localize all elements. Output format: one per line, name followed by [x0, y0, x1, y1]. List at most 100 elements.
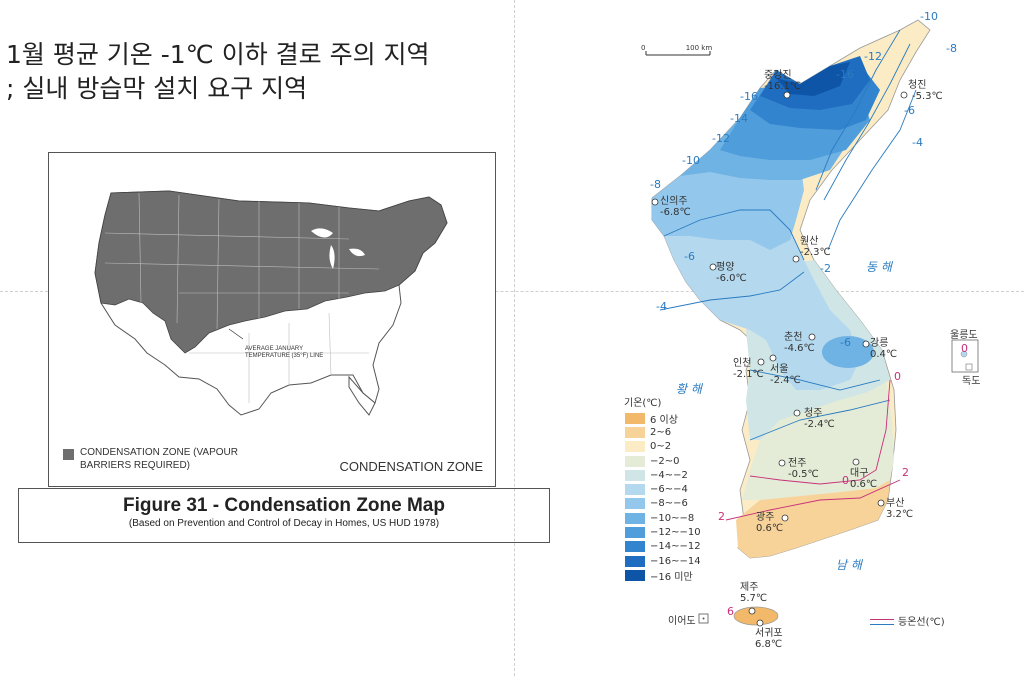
- legend-item: −2~0: [624, 454, 734, 468]
- heading-line-1: 1월 평균 기온 -1℃ 이하 결로 주의 지역: [6, 40, 430, 69]
- legend-item: −12~−10: [624, 525, 734, 540]
- city-junggangjin: 중강진 -16.1℃: [764, 70, 802, 92]
- isotherm-label: -8: [946, 42, 957, 55]
- caption-subtitle: (Based on Prevention and Control of Deca…: [128, 518, 440, 529]
- city-incheon: 인천 -2.1℃: [733, 358, 764, 380]
- legend-label: −4~−2: [650, 469, 688, 481]
- figure-caption: Figure 31 - Condensation Zone Map (Based…: [18, 488, 550, 543]
- isotherm-line-swatch: [870, 619, 894, 625]
- isotherm-label: -10: [920, 10, 938, 23]
- caption-title: Figure 31 - Condensation Zone Map: [123, 495, 445, 516]
- sea-south: 남 해: [836, 558, 862, 572]
- legend-item: 2~6: [624, 425, 734, 439]
- city-jeju: 제주 5.7℃: [740, 582, 768, 604]
- city-gangneung: 강릉 0.4℃: [870, 338, 898, 360]
- legend-label: 6 이상: [650, 414, 678, 426]
- city-seoul: 서울 -2.4℃: [770, 364, 801, 386]
- scale-zero: 0: [641, 44, 646, 52]
- city-daegu: 대구 0.6℃: [850, 468, 878, 490]
- city-cheongju: 청주 -2.4℃: [804, 408, 835, 430]
- scale-bar: 0 100 km: [641, 44, 712, 52]
- scale-end: 100 km: [685, 44, 713, 52]
- isotherm-label: -16: [740, 90, 758, 103]
- legend-label: −10~−8: [650, 512, 695, 524]
- isotherm-label: 6: [727, 605, 734, 618]
- guide-line-vertical: [514, 0, 515, 676]
- city-pyongyang: 평양 -6.0℃: [716, 262, 747, 284]
- legend-label: −14~−12: [650, 541, 701, 553]
- legend-swatch: [624, 411, 646, 425]
- isotherm-label: -14: [730, 112, 748, 125]
- isotherm-label: 0: [842, 474, 849, 487]
- legend-item: 0~2: [624, 440, 734, 454]
- isotherm-key-label: 등온선(℃): [898, 617, 945, 628]
- city-jeonju: 전주 -0.5℃: [788, 458, 819, 480]
- us-legend-text: CONDENSATION ZONE (VAPOUR BARRIERS REQUI…: [80, 447, 238, 471]
- sea-east: 동 해: [866, 260, 892, 274]
- legend-swatch: [624, 454, 646, 468]
- city-wonsan: 원산 -2.3℃: [800, 236, 831, 258]
- legend-label: 0~2: [650, 441, 672, 453]
- condensation-zone-swatch: [63, 449, 74, 460]
- us-condensation-map: AVERAGE JANUARY TEMPERATURE (35°F) LINE …: [48, 152, 496, 487]
- legend-swatch: [624, 425, 646, 439]
- legend-swatch: [624, 511, 646, 525]
- isotherm-label: -6: [904, 104, 915, 117]
- isotherm-label: -6: [840, 336, 851, 349]
- isotherm-label: 0: [961, 342, 968, 355]
- legend-swatch: [624, 468, 646, 482]
- legend-title: 기온(℃): [624, 398, 662, 409]
- legend-swatch: [624, 483, 646, 497]
- island-dokdo: 독도: [962, 376, 981, 387]
- city-busan: 부산 3.2℃: [886, 498, 914, 520]
- city-chuncheon: 춘천 -4.6℃: [784, 332, 815, 354]
- legend-item: 6 이상: [624, 411, 734, 426]
- isotherm-label: -4: [656, 300, 667, 313]
- us-map-panel-title: CONDENSATION ZONE: [339, 459, 484, 474]
- legend-item: −4~−2: [624, 468, 734, 482]
- city-seogwipo: 서귀포 6.8℃: [755, 628, 783, 650]
- legend-label: −16 미만: [650, 571, 693, 583]
- legend-label: −12~−10: [650, 527, 701, 539]
- legend-label: −6~−4: [650, 484, 688, 496]
- legend-swatch: [624, 540, 646, 554]
- korea-temperature-map: [600, 0, 1024, 676]
- legend-item: −10~−8: [624, 511, 734, 525]
- legend-item: −14~−12: [624, 540, 734, 554]
- page-heading: 1월 평균 기온 -1℃ 이하 결로 주의 지역 ; 실내 방습막 설치 요구 …: [6, 38, 506, 106]
- legend-swatch: [624, 568, 646, 582]
- isotherm-label: -8: [650, 178, 661, 191]
- isotherm-label: 2: [718, 510, 725, 523]
- legend-item: −16~−14: [624, 554, 734, 568]
- isotherm-label: -6: [684, 250, 695, 263]
- legend-label: −8~−6: [650, 498, 688, 510]
- isotherm-label: 2: [902, 466, 909, 479]
- city-cheongjin: 청진 -5.3℃: [908, 80, 943, 102]
- island-ulleung: 울릉도: [950, 330, 978, 341]
- legend-swatch: [624, 526, 646, 540]
- legend-item: −6~−4: [624, 482, 734, 497]
- legend-label: 2~6: [650, 426, 672, 438]
- korea-map-graphic: [645, 19, 979, 627]
- legend-label: −2~0: [650, 455, 680, 467]
- legend-item: −8~−6: [624, 497, 734, 511]
- sea-west: 황 해: [676, 382, 702, 396]
- isotherm-label: -12: [712, 132, 730, 145]
- us-map-legend: CONDENSATION ZONE (VAPOUR BARRIERS REQUI…: [63, 446, 313, 472]
- legend-swatch: [624, 440, 646, 454]
- isotherm-label: 0: [894, 370, 901, 383]
- city-gwangju: 광주 0.6℃: [756, 512, 784, 534]
- temperature-line-label: AVERAGE JANUARY TEMPERATURE (35°F) LINE: [245, 346, 324, 359]
- city-sinuiju: 신의주 -6.8℃: [660, 196, 691, 218]
- heading-line-2: ; 실내 방습막 설치 요구 지역: [6, 74, 308, 103]
- temperature-legend: 기온(℃) 6 이상 2~6 0~2 −2~0 −4~−2 −6~−4 −8~−6 −10~−…: [624, 397, 734, 583]
- isotherm-label: -4: [912, 136, 923, 149]
- legend-item: −16 미만: [624, 568, 734, 583]
- legend-label: −16~−14: [650, 555, 701, 567]
- us-map-graphic: [94, 190, 448, 416]
- isotherm-label: -2: [820, 262, 831, 275]
- legend-swatch: [624, 554, 646, 568]
- isotherm-key: 등온선(℃): [870, 613, 945, 628]
- legend-swatch: [624, 497, 646, 511]
- isotherm-label: -12: [864, 50, 882, 63]
